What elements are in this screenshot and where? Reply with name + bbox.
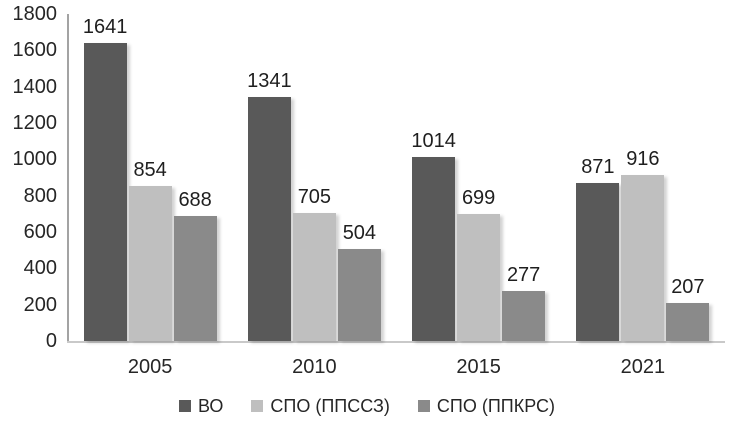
x-axis-category-label: 2010 xyxy=(292,356,337,378)
legend-label: ВО xyxy=(198,396,224,416)
bar-value-label: 705 xyxy=(297,186,332,208)
y-axis-tick-label: 1600 xyxy=(12,39,58,62)
bar-series3-2021 xyxy=(666,303,710,341)
x-axis-category-label: 2021 xyxy=(620,356,666,378)
y-axis-tick-label: 600 xyxy=(23,221,57,243)
bar-series2-2005 xyxy=(128,186,172,341)
bar-value-label: 1641 xyxy=(82,16,128,38)
bar-value-label: 699 xyxy=(461,187,496,209)
bar-series3-2015 xyxy=(502,291,546,341)
y-axis-tick-label: 1000 xyxy=(12,148,58,171)
y-axis-tick-label: 1400 xyxy=(12,75,58,98)
legend-label: СПО (ППКРС) xyxy=(436,396,555,416)
x-axis-line xyxy=(67,341,725,343)
bar-series2-2010 xyxy=(292,213,336,341)
bar-series3-2005 xyxy=(173,216,217,341)
bar-value-label: 916 xyxy=(626,148,660,170)
y-axis-line xyxy=(67,14,69,342)
x-axis-category-label: 2005 xyxy=(127,356,173,378)
chart-legend: ВО СПО (ППССЗ) СПО (ППКРС) xyxy=(0,396,734,416)
bar-value-label: 207 xyxy=(671,276,705,298)
legend-item: ВО xyxy=(179,396,223,416)
bar-value-label: 688 xyxy=(178,189,212,211)
bar-series3-2010 xyxy=(337,249,381,341)
y-axis-tick-label: 800 xyxy=(23,184,57,207)
bar-value-label: 1014 xyxy=(411,130,456,152)
bar-value-label: 854 xyxy=(133,159,167,181)
legend-label: СПО (ППССЗ) xyxy=(270,396,390,416)
legend-marker-icon xyxy=(417,400,430,412)
y-axis-tick-label: 1200 xyxy=(12,112,58,134)
legend-item: СПО (ППССЗ) xyxy=(251,396,390,416)
bar-series2-2015 xyxy=(457,214,501,341)
x-axis-category-label: 2015 xyxy=(456,356,501,378)
legend-marker-icon xyxy=(179,400,191,412)
bar-series1-2010 xyxy=(247,97,291,341)
legend-item: СПО (ППКРС) xyxy=(417,396,555,416)
bar-series2-2021 xyxy=(621,175,665,341)
y-axis-tick-label: 0 xyxy=(45,330,57,352)
plot-area: 1641 854 688 1341 705 504 1014 699 277 871 916 207 xyxy=(68,14,725,341)
y-axis-tick-label: 400 xyxy=(23,257,57,280)
legend-marker-icon xyxy=(251,400,264,412)
bar-value-label: 504 xyxy=(342,222,377,244)
bar-series1-2005 xyxy=(83,43,127,341)
bar-value-label: 277 xyxy=(506,264,541,286)
y-axis-tick-label: 200 xyxy=(23,293,57,316)
y-axis-tick-label: 1800 xyxy=(12,3,58,25)
bar-series1-2015 xyxy=(412,157,456,341)
bar-value-label: 1341 xyxy=(247,70,292,92)
bar-series1-2021 xyxy=(576,183,620,341)
bar-value-label: 871 xyxy=(581,156,615,178)
